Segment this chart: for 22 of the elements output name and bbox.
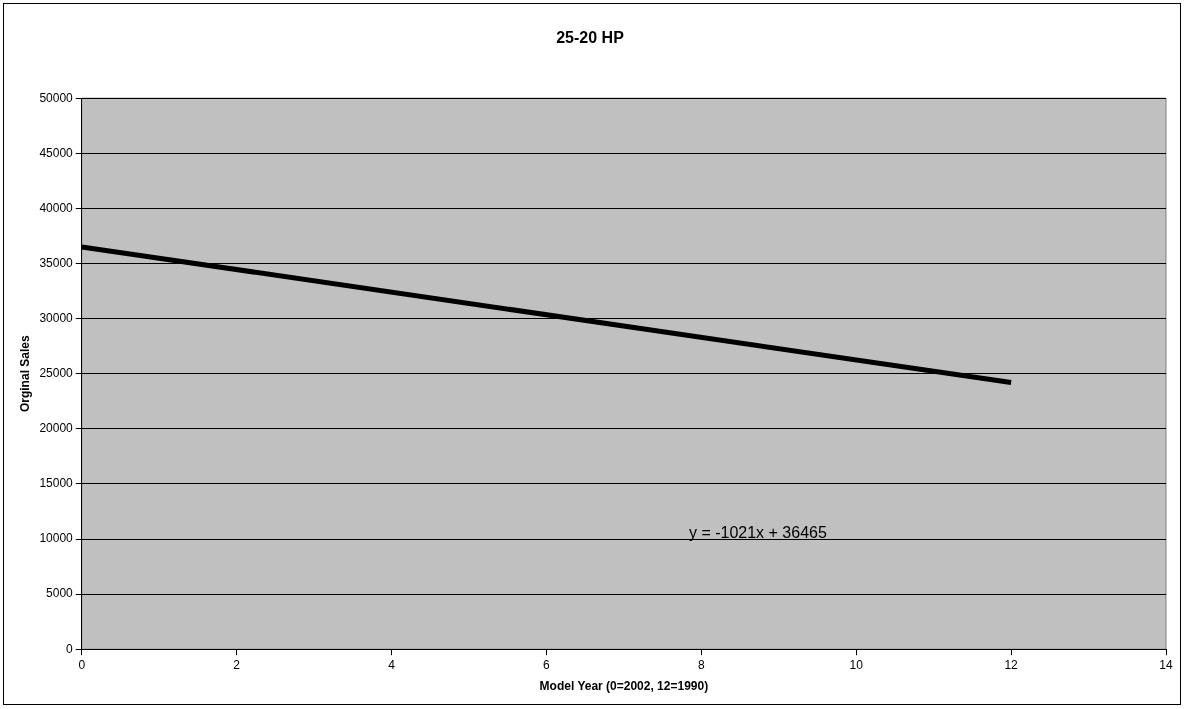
y-tick-label: 30000	[39, 310, 74, 325]
x-tick-label: 8	[697, 657, 705, 672]
x-tick-label: 10	[849, 657, 864, 672]
x-tick-label: 2	[233, 657, 241, 672]
x-tick-label: 12	[1004, 657, 1019, 672]
y-tick-label: 35000	[39, 255, 74, 270]
x-tick-label: 14	[1159, 657, 1173, 672]
x-tick-label: 4	[388, 657, 396, 672]
y-tick-label: 25000	[39, 366, 74, 381]
y-tick-label: 20000	[39, 421, 74, 436]
x-tick-label: 6	[543, 657, 551, 672]
y-axis-title: Orginal Sales	[17, 335, 32, 413]
y-tick-label: 10000	[39, 531, 74, 546]
x-axis-title: Model Year (0=2002, 12=1990)	[539, 679, 709, 694]
y-tick-label: 15000	[39, 476, 74, 491]
y-tick-label: 40000	[39, 200, 74, 215]
y-tick-label: 0	[66, 641, 74, 656]
chart-title: 25-20 HP	[556, 29, 625, 47]
y-tick-label: 50000	[39, 90, 74, 105]
y-tick-label: 45000	[39, 145, 74, 160]
y-tick-label: 5000	[46, 586, 74, 601]
x-tick-label: 0	[78, 657, 86, 672]
